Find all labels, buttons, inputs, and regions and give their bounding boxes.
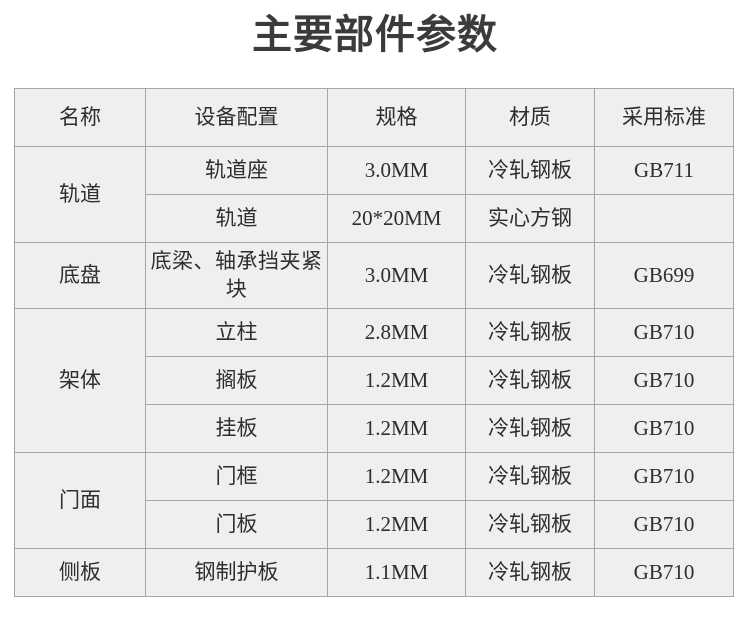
cell-standard: GB711 [594, 146, 734, 195]
cell-standard: GB710 [594, 547, 734, 597]
column-header-material: 材质 [465, 88, 595, 147]
page-title: 主要部件参数 [252, 12, 498, 58]
cell-config: 门框 [145, 451, 328, 501]
table-row: 门板 1.2MM 冷轧钢板 GB710 [15, 499, 734, 549]
cell-spec: 1.1MM [327, 547, 466, 597]
cell-standard: GB699 [594, 242, 734, 309]
spec-table-container: 名称 设备配置 规格 材质 采用标准 轨道 轨道座 3.0MM 冷轧钢板 GB7… [0, 58, 750, 597]
cell-standard: GB710 [594, 355, 734, 405]
cell-material: 冷轧钢板 [465, 403, 595, 453]
cell-config: 门板 [145, 499, 328, 549]
cell-config: 轨道座 [145, 146, 328, 195]
table-row: 侧板 钢制护板 1.1MM 冷轧钢板 GB710 [14, 547, 734, 597]
cell-spec: 3.0MM [327, 146, 466, 195]
cell-spec: 1.2MM [327, 403, 466, 453]
table-header: 名称 设备配置 规格 材质 采用标准 [14, 88, 734, 147]
cell-standard: GB710 [594, 307, 734, 357]
table-row: 门面 门框 1.2MM 冷轧钢板 GB710 [14, 451, 734, 549]
cell-spec: 1.2MM [327, 355, 466, 405]
column-header-spec: 规格 [327, 88, 466, 147]
cell-standard: GB710 [594, 499, 734, 549]
cell-material: 实心方钢 [465, 194, 595, 243]
column-header-name: 名称 [14, 88, 146, 147]
main-component-parameters-table: 名称 设备配置 规格 材质 采用标准 轨道 轨道座 3.0MM 冷轧钢板 GB7… [14, 88, 734, 597]
table-row: 搁板 1.2MM 冷轧钢板 GB710 [15, 355, 734, 405]
table-row: 轨道 轨道座 3.0MM 冷轧钢板 GB711 [14, 146, 734, 243]
group-name-cell: 门面 [14, 451, 146, 549]
table-row: 架体 立柱 2.8MM 冷轧钢板 GB710 [14, 307, 734, 453]
table-body: 轨道 轨道座 3.0MM 冷轧钢板 GB711 轨道 20*20MM 实心方钢 … [14, 146, 734, 597]
cell-material: 冷轧钢板 [465, 547, 595, 597]
cell-config: 钢制护板 [145, 547, 328, 597]
cell-standard [594, 194, 734, 243]
cell-spec: 2.8MM [327, 307, 466, 357]
cell-spec: 1.2MM [327, 451, 466, 501]
table-row: 底盘 底梁、轴承挡夹紧块 3.0MM 冷轧钢板 GB699 [14, 242, 734, 309]
cell-spec: 20*20MM [327, 194, 466, 243]
table-row: 轨道 20*20MM 实心方钢 [15, 194, 734, 243]
cell-config: 底梁、轴承挡夹紧块 [145, 242, 328, 309]
column-header-config: 设备配置 [145, 88, 328, 147]
cell-standard: GB710 [594, 451, 734, 501]
cell-spec: 1.2MM [327, 499, 466, 549]
group-name-cell: 架体 [14, 307, 146, 453]
group-name-cell: 轨道 [14, 146, 146, 243]
cell-spec: 3.0MM [327, 242, 466, 309]
cell-material: 冷轧钢板 [465, 355, 595, 405]
cell-material: 冷轧钢板 [465, 451, 595, 501]
cell-material: 冷轧钢板 [465, 242, 595, 309]
cell-material: 冷轧钢板 [465, 146, 595, 195]
table-header-row: 名称 设备配置 规格 材质 采用标准 [14, 88, 734, 147]
group-name-cell: 底盘 [14, 242, 146, 309]
cell-config: 立柱 [145, 307, 328, 357]
cell-config: 挂板 [145, 403, 328, 453]
column-header-standard: 采用标准 [594, 88, 734, 147]
cell-material: 冷轧钢板 [465, 499, 595, 549]
cell-config: 搁板 [145, 355, 328, 405]
cell-material: 冷轧钢板 [465, 307, 595, 357]
group-name-cell: 侧板 [14, 547, 146, 597]
cell-config: 轨道 [145, 194, 328, 243]
cell-standard: GB710 [594, 403, 734, 453]
